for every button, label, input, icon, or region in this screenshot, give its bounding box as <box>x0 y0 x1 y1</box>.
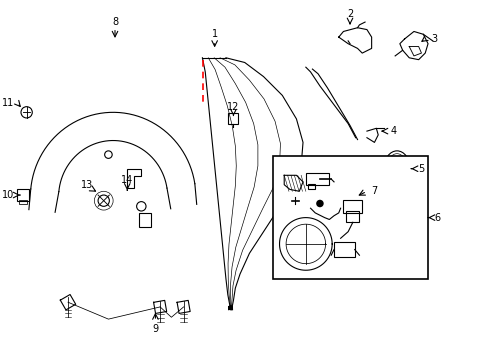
Circle shape <box>316 200 323 207</box>
Bar <box>17 189 28 201</box>
Text: 1: 1 <box>211 29 217 39</box>
Bar <box>272 157 427 279</box>
Text: 5: 5 <box>417 164 424 174</box>
Text: 4: 4 <box>389 126 395 136</box>
Text: 8: 8 <box>112 17 118 27</box>
Bar <box>333 242 354 257</box>
Bar <box>346 211 359 222</box>
Text: 13: 13 <box>81 180 93 190</box>
Bar <box>305 174 328 185</box>
Bar <box>19 200 26 203</box>
Bar <box>307 184 315 189</box>
Bar <box>139 213 150 227</box>
Bar <box>227 113 238 123</box>
Bar <box>343 200 362 213</box>
Text: 14: 14 <box>121 175 133 185</box>
Text: 9: 9 <box>152 324 158 333</box>
Text: 11: 11 <box>2 98 14 108</box>
Text: 2: 2 <box>346 9 352 19</box>
Text: 10: 10 <box>2 190 14 200</box>
Text: 6: 6 <box>433 213 440 222</box>
Text: 12: 12 <box>227 102 239 112</box>
Text: 3: 3 <box>431 34 437 44</box>
Text: 7: 7 <box>370 186 377 196</box>
